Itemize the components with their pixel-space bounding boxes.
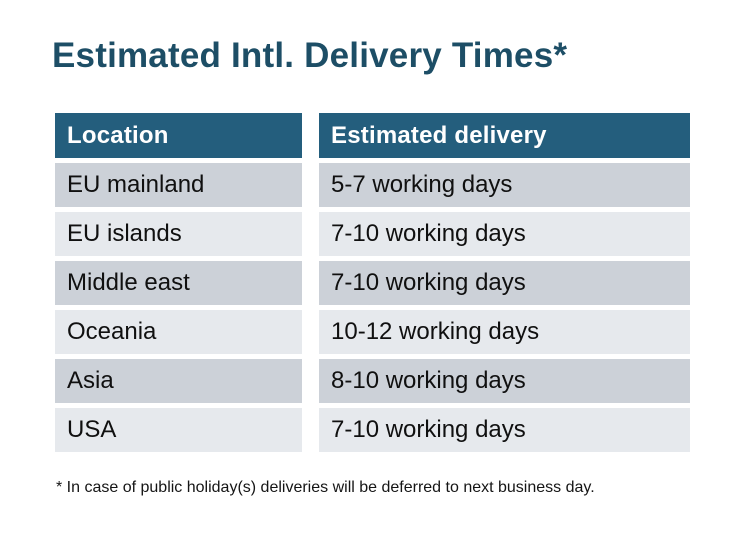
delivery-cell: 5-7 working days (319, 163, 690, 207)
location-cell: USA (55, 408, 302, 452)
location-cell: EU islands (55, 212, 302, 256)
location-cell: Oceania (55, 310, 302, 354)
footnote: * In case of public holiday(s) deliverie… (56, 479, 595, 496)
delivery-table: Location Estimated delivery EU mainland … (55, 113, 690, 452)
header-cell-location: Location (55, 113, 302, 158)
page-title: Estimated Intl. Delivery Times* (52, 36, 568, 75)
header-cell-estimated-delivery: Estimated delivery (319, 113, 690, 158)
delivery-cell: 7-10 working days (319, 261, 690, 305)
delivery-cell: 7-10 working days (319, 212, 690, 256)
delivery-cell: 8-10 working days (319, 359, 690, 403)
location-cell: Middle east (55, 261, 302, 305)
delivery-cell: 10-12 working days (319, 310, 690, 354)
delivery-cell: 7-10 working days (319, 408, 690, 452)
location-cell: Asia (55, 359, 302, 403)
location-cell: EU mainland (55, 163, 302, 207)
